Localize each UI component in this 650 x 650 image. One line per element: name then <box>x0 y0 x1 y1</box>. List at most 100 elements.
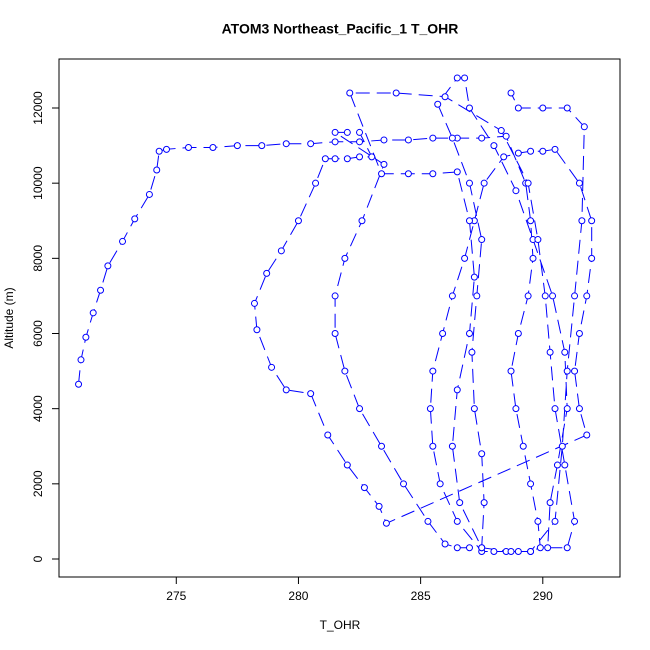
data-point <box>453 544 461 552</box>
data-point <box>478 134 486 142</box>
data-point <box>534 236 542 244</box>
data-point <box>448 442 456 450</box>
y-tick-label: 2000 <box>31 470 45 497</box>
data-point <box>514 149 522 157</box>
data-point <box>282 140 290 148</box>
data-point <box>473 292 481 300</box>
data-point <box>392 89 400 97</box>
data-point <box>465 179 473 187</box>
data-point <box>346 89 354 97</box>
x-tick-label: 290 <box>533 589 553 603</box>
data-point <box>429 170 437 178</box>
data-point <box>470 405 478 413</box>
data-point <box>480 179 488 187</box>
data-point <box>448 292 456 300</box>
data-point <box>131 215 139 223</box>
data-point <box>541 292 549 300</box>
data-point <box>461 254 469 262</box>
data-point <box>277 247 285 255</box>
data-point <box>527 480 535 488</box>
data-point <box>429 442 437 450</box>
data-point <box>551 517 559 525</box>
data-point <box>575 330 583 338</box>
data-point <box>439 330 447 338</box>
data-point <box>429 367 437 375</box>
data-point <box>575 405 583 413</box>
data-point <box>436 480 444 488</box>
data-point <box>331 138 339 146</box>
data-point <box>478 544 486 552</box>
data-point <box>588 217 596 225</box>
data-point <box>382 519 390 527</box>
data-point <box>544 544 552 552</box>
y-tick-label: 8000 <box>31 245 45 272</box>
data-point <box>453 386 461 394</box>
data-point <box>356 138 364 146</box>
data-point <box>356 153 364 161</box>
data-point <box>551 145 559 153</box>
data-point <box>512 187 520 195</box>
data-point <box>583 431 591 439</box>
data-point <box>441 93 449 101</box>
data-point <box>563 544 571 552</box>
data-point <box>294 217 302 225</box>
x-axis-label: T_OHR <box>320 618 361 632</box>
data-point <box>153 166 161 174</box>
y-tick-label: 0 <box>31 555 45 562</box>
data-point <box>553 461 561 469</box>
plot-frame <box>58 58 621 578</box>
data-point <box>307 390 315 398</box>
data-point <box>104 262 112 270</box>
data-point <box>461 74 469 82</box>
data-point <box>500 153 508 161</box>
data-point <box>448 134 456 142</box>
data-point <box>343 128 351 136</box>
data-point <box>527 217 535 225</box>
data-point <box>184 143 192 151</box>
data-point <box>563 104 571 112</box>
data-point <box>524 179 532 187</box>
x-tick-label: 285 <box>411 589 431 603</box>
y-tick-label: 10000 <box>31 166 45 200</box>
data-point <box>514 330 522 338</box>
data-point <box>561 461 569 469</box>
data-point <box>429 134 437 142</box>
data-point <box>575 179 583 187</box>
data-point <box>549 292 557 300</box>
data-point <box>343 461 351 469</box>
data-point <box>400 480 408 488</box>
data-point <box>539 147 547 155</box>
data-point <box>588 254 596 262</box>
data-point <box>514 547 522 555</box>
data-point <box>465 217 473 225</box>
data-point <box>571 292 579 300</box>
data-point <box>546 348 554 356</box>
data-point <box>82 333 90 341</box>
data-point <box>512 405 520 413</box>
data-point <box>258 142 266 150</box>
data-point <box>514 104 522 112</box>
x-tick-label: 275 <box>166 589 186 603</box>
data-point <box>478 236 486 244</box>
data-point <box>551 405 559 413</box>
y-axis-label: Altitude (m) <box>2 287 16 348</box>
data-point <box>453 74 461 82</box>
data-point <box>358 217 366 225</box>
data-point <box>539 104 547 112</box>
data-point <box>89 309 97 317</box>
data-point <box>404 170 412 178</box>
data-point <box>478 450 486 458</box>
x-tick-label: 280 <box>288 589 308 603</box>
data-point <box>341 367 349 375</box>
data-point <box>424 517 432 525</box>
data-point <box>77 356 85 364</box>
data-point <box>468 348 476 356</box>
data-point <box>441 540 449 548</box>
y-tick-label: 6000 <box>31 320 45 347</box>
data-point <box>331 292 339 300</box>
data-point <box>561 348 569 356</box>
data-point <box>233 142 241 150</box>
data-point <box>434 100 442 108</box>
